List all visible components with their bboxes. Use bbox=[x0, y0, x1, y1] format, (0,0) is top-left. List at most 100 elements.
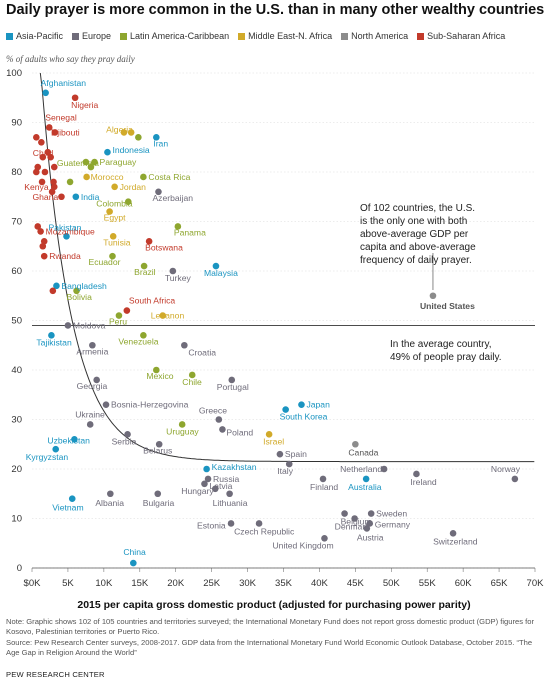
point-label: India bbox=[81, 192, 100, 202]
x-tick-label: 35K bbox=[275, 578, 293, 589]
x-tick-label: $0K bbox=[24, 578, 42, 589]
data-point bbox=[155, 440, 163, 448]
point-label: Estonia bbox=[197, 520, 226, 530]
point-label: Israel bbox=[263, 436, 284, 446]
point-label: Kenya bbox=[24, 182, 49, 192]
data-point bbox=[159, 312, 167, 319]
x-tick-label: 5K bbox=[62, 578, 74, 589]
data-point bbox=[228, 376, 236, 384]
data-point bbox=[321, 535, 328, 542]
point-label: Poland bbox=[226, 427, 253, 437]
legend-item: Europe bbox=[72, 31, 111, 41]
legend-label: Sub-Saharan Africa bbox=[427, 31, 506, 41]
legend-item: North America bbox=[341, 31, 408, 41]
legend-swatch bbox=[238, 33, 246, 40]
data-point bbox=[47, 153, 54, 161]
data-point bbox=[362, 475, 370, 483]
data-point bbox=[104, 148, 111, 156]
point-label: Vietnam bbox=[52, 503, 83, 513]
data-point bbox=[201, 480, 208, 488]
brand-label: PEW RESEARCH CENTER bbox=[6, 670, 105, 679]
data-point bbox=[71, 94, 79, 102]
data-point bbox=[124, 198, 132, 205]
point-label: Paraguay bbox=[100, 157, 137, 167]
data-point bbox=[276, 450, 284, 458]
data-point bbox=[429, 292, 437, 300]
data-point bbox=[449, 530, 457, 537]
point-label: Tunisia bbox=[103, 237, 131, 247]
data-point bbox=[178, 421, 186, 428]
point-label: Mexico bbox=[146, 371, 173, 381]
point-label: Denmark bbox=[335, 522, 371, 532]
scatter-plot: 0 10 20 30 40 50 60 70 80 90 100 $0K 5K 10K 15K 20K 25K 3… bbox=[6, 68, 544, 589]
point-label: Egypt bbox=[104, 213, 127, 223]
data-point bbox=[341, 510, 348, 517]
data-point bbox=[86, 421, 94, 428]
point-label: Ecuador bbox=[88, 257, 120, 267]
point-label: Rwanda bbox=[49, 251, 81, 261]
data-point bbox=[73, 287, 80, 295]
y-tick-label: 50 bbox=[11, 316, 22, 327]
legend-label: Europe bbox=[82, 31, 112, 41]
x-tick-label: 25K bbox=[203, 578, 221, 589]
data-point bbox=[39, 242, 47, 250]
data-point bbox=[68, 495, 76, 503]
point-label: Turkey bbox=[165, 273, 192, 283]
legend: Asia-Pacific Europe Latin America-Caribbea… bbox=[6, 31, 514, 41]
data-point bbox=[352, 440, 359, 448]
point-label: Sweden bbox=[376, 509, 407, 519]
data-point bbox=[351, 515, 358, 522]
data-point bbox=[115, 312, 123, 319]
point-label: China bbox=[123, 547, 146, 557]
data-point bbox=[226, 490, 233, 498]
data-point bbox=[285, 460, 293, 468]
y-tick-label: 40 bbox=[11, 365, 22, 376]
data-point bbox=[82, 158, 90, 166]
data-point bbox=[153, 366, 160, 374]
data-point bbox=[140, 262, 148, 270]
point-label: Latvia bbox=[209, 481, 232, 491]
legend-item: Sub-Saharan Africa bbox=[417, 31, 505, 41]
point-label: Chad bbox=[33, 148, 54, 158]
point-label: Bulgaria bbox=[143, 498, 175, 508]
data-point bbox=[145, 238, 153, 245]
y-tick-label: 10 bbox=[11, 514, 22, 525]
footnote: Note: Graphic shows 102 of 105 countries… bbox=[6, 617, 546, 658]
data-point bbox=[33, 134, 40, 141]
point-label: Brazil bbox=[134, 267, 156, 277]
point-label: Iran bbox=[153, 138, 168, 148]
point-label: Bangladesh bbox=[61, 281, 107, 291]
y-tick-label: 20 bbox=[11, 464, 22, 475]
point-label: Lebanon bbox=[151, 311, 185, 321]
annotation-line: In the average country, bbox=[390, 339, 492, 350]
data-point bbox=[38, 139, 45, 146]
point-label: Japan bbox=[306, 400, 330, 410]
point-label: Senegal bbox=[45, 112, 77, 122]
data-point bbox=[215, 416, 223, 423]
data-point bbox=[34, 163, 42, 171]
data-point bbox=[255, 520, 263, 527]
x-tick-label: 15K bbox=[131, 578, 149, 589]
data-point bbox=[50, 163, 58, 171]
point-label: Serbia bbox=[112, 436, 137, 446]
y-tick-label: 0 bbox=[17, 563, 22, 574]
point-label: Pakistan bbox=[48, 222, 81, 232]
x-tick-label: 50K bbox=[383, 578, 401, 589]
data-point bbox=[102, 401, 110, 408]
data-point bbox=[111, 183, 118, 191]
data-point bbox=[153, 134, 160, 141]
point-label: Kyrgyzstan bbox=[26, 452, 69, 462]
data-point bbox=[298, 401, 305, 408]
annotation-line: 49% of people pray daily. bbox=[390, 352, 502, 363]
point-label: Netherlands bbox=[340, 464, 386, 474]
note-text: Note: Graphic shows 102 of 105 countries… bbox=[6, 617, 535, 637]
legend-swatch bbox=[120, 33, 128, 40]
data-point bbox=[319, 475, 327, 483]
point-label: Uzbekistan bbox=[47, 435, 90, 445]
point-label: South Africa bbox=[129, 296, 176, 306]
data-point bbox=[53, 282, 60, 290]
data-point bbox=[265, 431, 273, 438]
x-tick-label: 30K bbox=[239, 578, 257, 589]
y-tick-label: 60 bbox=[11, 266, 22, 277]
data-point bbox=[181, 341, 188, 349]
